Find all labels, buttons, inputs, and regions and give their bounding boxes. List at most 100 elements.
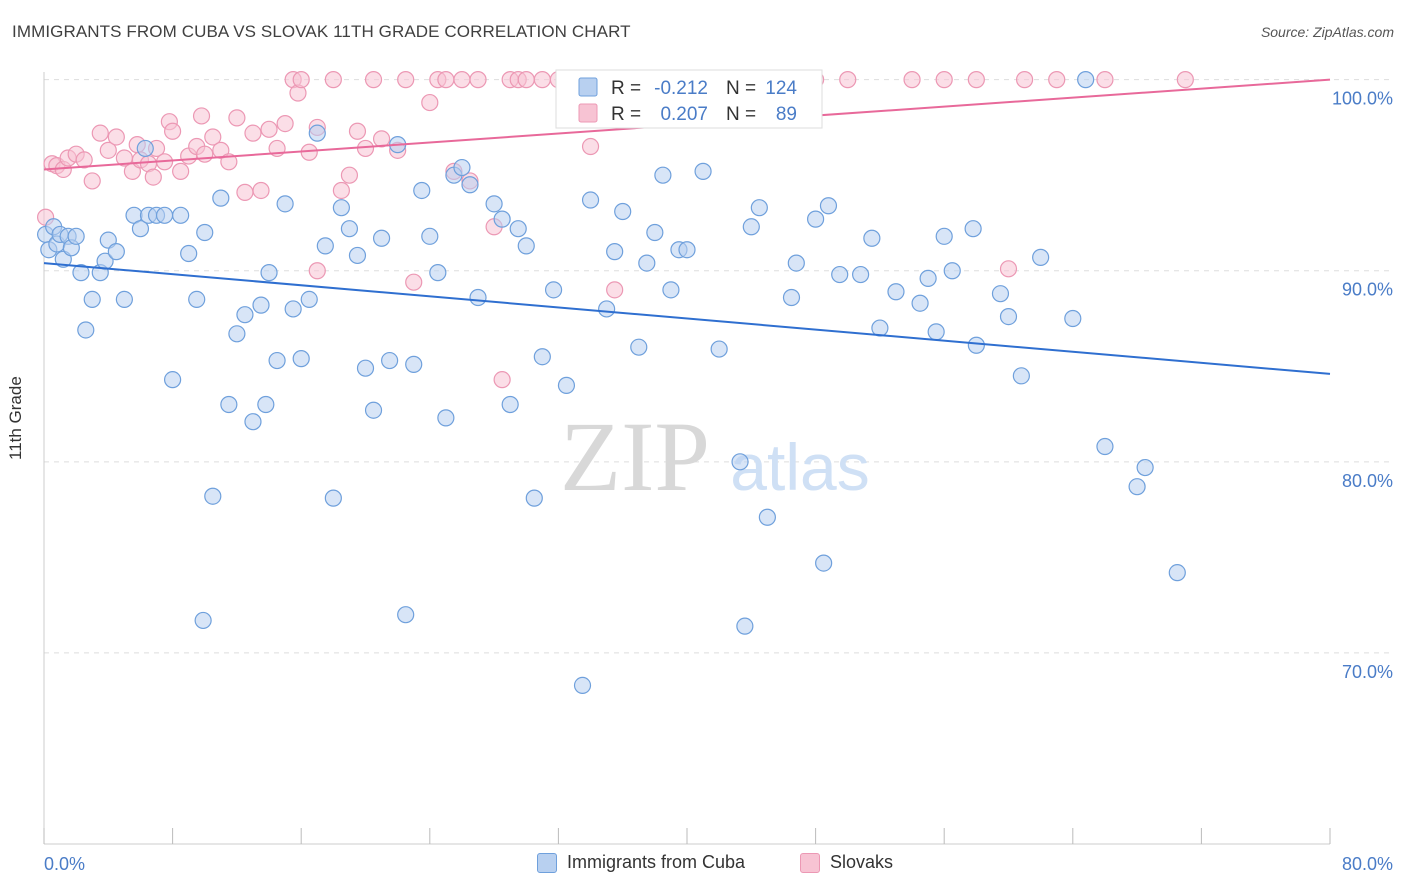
cuba-point <box>204 487 222 505</box>
cuba-point <box>252 296 270 314</box>
cuba-point <box>77 321 95 339</box>
slovaks-point <box>308 262 326 280</box>
bottom-legend: Immigrants from Cuba Slovaks <box>0 852 1406 878</box>
legend-box: R = -0.212 N = 124 R = 0.207 N = 89 <box>555 69 823 129</box>
cuba-point <box>485 195 503 213</box>
cuba-point <box>544 281 563 299</box>
cuba-point <box>638 254 656 272</box>
cuba-point <box>381 351 399 370</box>
cuba-point <box>356 359 375 377</box>
slovaks-point <box>196 145 214 163</box>
cuba-point <box>935 227 953 245</box>
axes <box>43 72 1331 845</box>
slovaks-point <box>397 71 415 89</box>
cuba-point <box>831 265 849 284</box>
slovaks-point <box>372 130 391 148</box>
cuba-point <box>228 325 246 343</box>
cuba-point <box>806 210 825 228</box>
slovaks-point <box>91 124 109 142</box>
cuba-point <box>348 246 367 265</box>
cuba-point <box>573 676 592 694</box>
cuba-point <box>581 191 600 209</box>
x-tick-label-min: 0.0% <box>44 854 85 874</box>
slovaks-point <box>332 181 350 200</box>
cuba-point <box>364 401 383 419</box>
slovaks-point <box>999 260 1018 278</box>
slovaks-point <box>75 151 93 169</box>
cuba-point <box>919 269 937 287</box>
cuba-point <box>731 453 749 471</box>
slovaks-point <box>99 141 117 159</box>
slovaks-point <box>967 71 985 89</box>
cuba-point <box>413 181 431 200</box>
cuba-point <box>136 139 154 158</box>
cuba-point <box>107 243 125 261</box>
legend-item-cuba[interactable]: Immigrants from Cuba <box>537 852 745 873</box>
cuba-point <box>1136 458 1154 477</box>
slovaks-point <box>340 166 359 184</box>
cuba-point <box>517 237 535 255</box>
trend-line-cuba <box>43 262 1331 375</box>
y-tick-label: 100.0% <box>1332 89 1393 109</box>
cuba-point <box>212 189 230 207</box>
cuba-point <box>606 243 624 261</box>
slovaks-point <box>276 114 294 133</box>
cuba-point <box>429 264 447 282</box>
legend-swatch-cuba <box>537 852 557 873</box>
cuba-point <box>1168 564 1186 582</box>
y-tick-label: 80.0% <box>1342 471 1393 491</box>
cuba-point <box>742 218 760 236</box>
slovaks-point <box>348 122 367 140</box>
slovaks-point <box>356 139 375 158</box>
cuba-point <box>67 227 85 245</box>
cuba-point <box>927 323 945 341</box>
x-tick-labels: 0.0% 80.0% <box>44 854 1393 874</box>
slovaks-point <box>324 71 342 89</box>
cuba-point <box>308 124 326 142</box>
cuba-point <box>750 199 768 217</box>
watermark-zip: ZIP <box>560 401 710 512</box>
cuba-point <box>1032 248 1050 266</box>
slovaks-point <box>839 71 857 89</box>
slovaks-point <box>164 122 182 140</box>
cuba-point <box>332 199 350 217</box>
cuba-point <box>1012 367 1030 385</box>
cuba-point <box>260 264 278 282</box>
cuba-point <box>662 281 680 299</box>
cuba-point <box>115 290 133 308</box>
legend-item-slovaks[interactable]: Slovaks <box>800 852 893 873</box>
cuba-point <box>646 223 664 242</box>
cuba-point <box>694 162 712 180</box>
cuba-point <box>1064 309 1082 328</box>
slovaks-point <box>228 109 246 127</box>
slovaks-point <box>533 71 551 89</box>
slovaks-point <box>606 281 624 299</box>
slovaks-point <box>437 71 455 89</box>
legend-box-swatch <box>578 103 598 123</box>
cuba-point <box>188 290 206 308</box>
cuba-point <box>172 206 190 224</box>
slovaks-point <box>421 93 439 112</box>
slovaks-point <box>364 71 383 89</box>
slovaks-point <box>469 71 487 89</box>
cuba-point <box>300 290 318 308</box>
cuba-point <box>598 300 616 318</box>
cuba-point <box>316 237 334 255</box>
cuba-point <box>557 376 576 394</box>
cuba-point <box>164 371 182 389</box>
cuba-point <box>131 220 150 238</box>
cuba-point <box>815 554 833 572</box>
cuba-point <box>654 166 672 184</box>
series-cuba <box>37 71 1186 694</box>
cuba-point <box>324 489 342 507</box>
watermark: ZIP atlas <box>560 401 870 512</box>
cuba-point <box>196 223 214 242</box>
cuba-point <box>967 336 985 354</box>
legend-label-cuba: Immigrants from Cuba <box>567 852 746 872</box>
cuba-point <box>852 265 870 284</box>
cuba-point <box>509 220 527 238</box>
cuba-point <box>678 241 696 259</box>
cuba-point <box>236 306 254 324</box>
cuba-point <box>372 229 391 247</box>
